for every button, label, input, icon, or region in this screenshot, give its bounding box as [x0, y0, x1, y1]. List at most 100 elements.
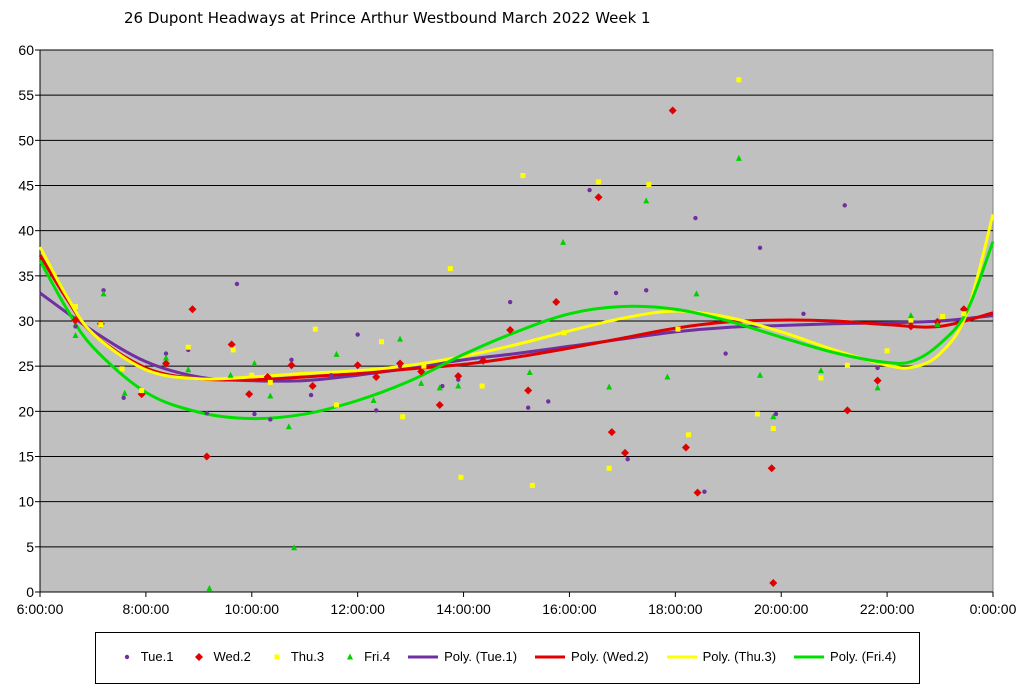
point-tue-1: [507, 299, 513, 305]
legend-item-poly-wed-2: Poly. (Wed.2): [535, 649, 649, 664]
trendline-layer: [38, 214, 995, 421]
trendline-poly-fri-4: [38, 240, 995, 421]
x-tick-label: 16:00:00: [542, 601, 597, 617]
legend-item-tue-1-label: Tue.1: [140, 649, 174, 664]
point-wed-2: [607, 428, 616, 437]
point-thu-3: [520, 173, 526, 179]
point-fri-4: [817, 367, 824, 374]
point-wed-2: [767, 464, 776, 473]
y-tick-label: 15: [18, 449, 34, 465]
point-fri-4: [397, 335, 404, 342]
legend-item-poly-thu-3-label: Poly. (Thu.3): [702, 649, 777, 664]
point-fri-4: [100, 290, 107, 297]
point-fri-4: [291, 544, 298, 551]
point-layer: [71, 77, 968, 591]
legend-item-tue-1-swatch: [124, 654, 129, 659]
point-fri-4: [370, 396, 377, 403]
y-tick-label: 55: [18, 87, 34, 103]
legend-item-poly-wed-2-label: Poly. (Wed.2): [571, 649, 649, 664]
legend-item-poly-wed-2-swatch: [535, 655, 566, 658]
point-wed-2: [353, 361, 362, 370]
point-tue-1: [613, 290, 619, 296]
point-tue-1: [587, 187, 592, 193]
point-wed-2: [71, 316, 80, 325]
y-tick-label: 30: [18, 313, 34, 329]
point-fri-4: [693, 290, 700, 297]
point-wed-2: [454, 372, 463, 381]
point-thu-3: [529, 482, 535, 488]
legend-item-poly-tue-1-swatch: [408, 655, 439, 658]
point-wed-2: [479, 356, 488, 365]
legend-item-poly-tue-1: Poly. (Tue.1): [408, 649, 517, 664]
point-fri-4: [757, 371, 764, 378]
point-thu-3: [818, 375, 824, 381]
legend-marker-tue-1: [124, 654, 129, 659]
point-thu-3: [561, 330, 567, 336]
legend-marker-wed-2: [195, 652, 204, 661]
legend-item-tue-1: Tue.1: [119, 649, 174, 664]
point-wed-2: [162, 359, 171, 368]
trendline-poly-thu-3: [38, 214, 995, 381]
y-tick-label: 10: [18, 494, 34, 510]
x-tick-label: 8:00:00: [123, 601, 170, 617]
legend-item-poly-tue-1-label: Poly. (Tue.1): [444, 649, 518, 664]
point-wed-2: [417, 367, 426, 376]
x-tick-label: 22:00:00: [860, 601, 915, 617]
y-tick-label: 0: [26, 584, 34, 600]
point-tue-1: [546, 399, 551, 404]
point-thu-3: [400, 414, 406, 420]
legend-item-wed-2-swatch: [195, 652, 204, 661]
point-tue-1: [440, 383, 445, 389]
x-tick-label: 6:00:00: [17, 601, 64, 617]
point-thu-3: [421, 363, 427, 369]
point-thu-3: [961, 311, 967, 317]
x-tick-label: 14:00:00: [436, 601, 491, 617]
point-wed-2: [681, 443, 690, 452]
point-thu-3: [98, 322, 104, 328]
point-tue-1: [773, 411, 779, 417]
point-wed-2: [372, 373, 381, 382]
point-tue-1: [121, 395, 126, 400]
point-wed-2: [873, 376, 882, 385]
legend-item-thu-3: Thu.3: [269, 649, 324, 664]
point-thu-3: [646, 182, 652, 188]
point-tue-1: [308, 392, 314, 398]
point-thu-3: [908, 317, 914, 323]
point-thu-3: [72, 304, 78, 310]
point-fri-4: [735, 154, 742, 161]
legend-item-fri-4: Fri.4: [342, 649, 390, 664]
point-fri-4: [333, 350, 340, 357]
legend-item-fri-4-swatch: [347, 653, 354, 659]
point-tue-1: [723, 351, 728, 356]
point-wed-2: [552, 298, 561, 307]
point-tue-1: [875, 365, 880, 371]
grid-layer: [40, 49, 993, 548]
point-thu-3: [447, 266, 453, 272]
point-wed-2: [227, 340, 236, 349]
point-thu-3: [844, 362, 850, 368]
legend-item-wed-2: Wed.2: [191, 649, 251, 664]
point-fri-4: [227, 371, 234, 378]
point-thu-3: [884, 348, 890, 354]
point-tue-1: [234, 281, 240, 287]
point-fri-4: [251, 359, 258, 366]
point-tue-1: [163, 351, 169, 356]
point-thu-3: [185, 344, 191, 350]
legend-items: Tue.1 Wed.2 Thu.3 Fri.4 Poly. (Tue.1) Poly. (…: [96, 649, 919, 664]
axis-layer: 0 5 10 15 20 25 30 35 40 45 50 55 60 6:00:00 8:00:00 10…: [17, 42, 1017, 617]
point-fri-4: [934, 321, 941, 328]
point-tue-1: [355, 332, 360, 337]
chart-title: 26 Dupont Headways at Prince Arthur West…: [124, 9, 651, 27]
point-wed-2: [308, 382, 317, 391]
point-fri-4: [418, 379, 425, 386]
point-tue-1: [644, 288, 649, 293]
point-thu-3: [770, 425, 776, 431]
chart-svg: 0 5 10 15 20 25 30 35 40 45 50 55 60 6:00:00 8:00:00 10…: [17, 42, 1017, 617]
point-tue-1: [693, 215, 698, 221]
legend-item-poly-thu-3-swatch: [666, 655, 697, 658]
point-wed-2: [621, 448, 630, 457]
point-wed-2: [506, 326, 515, 335]
point-fri-4: [606, 383, 613, 390]
point-wed-2: [693, 488, 702, 497]
legend-item-poly-thu-3: Poly. (Thu.3): [666, 649, 777, 664]
